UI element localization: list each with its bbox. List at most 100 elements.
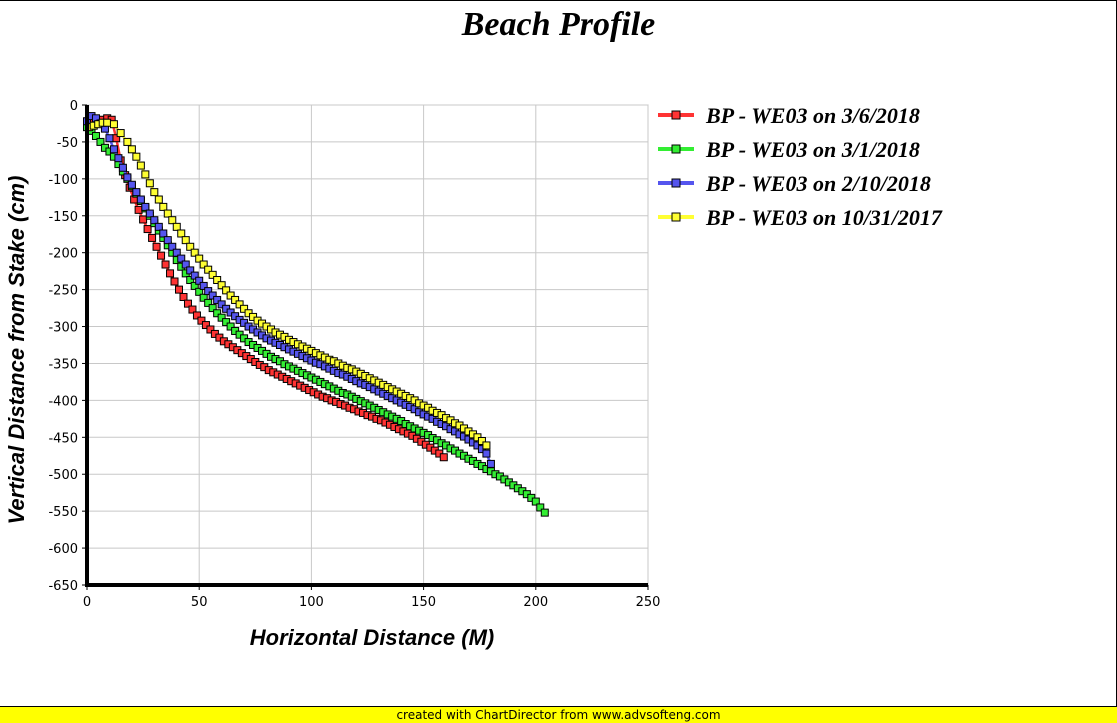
- y-axis-title: Vertical Distance from Stake (cm): [4, 176, 29, 525]
- data-point: [148, 233, 157, 242]
- data-point: [143, 225, 152, 234]
- legend-entry: BP - WE03 on 10/31/2017: [658, 205, 943, 230]
- data-point: [540, 508, 549, 517]
- data-point: [235, 300, 244, 309]
- data-point: [132, 188, 141, 197]
- y-tick-label: -550: [48, 505, 78, 520]
- y-tick-label: -250: [48, 284, 78, 299]
- data-point: [163, 236, 172, 245]
- data-point: [204, 265, 213, 274]
- data-point: [114, 154, 123, 163]
- data-point: [201, 321, 210, 330]
- data-point: [213, 276, 222, 285]
- x-tick-label: 250: [636, 595, 661, 610]
- data-point: [170, 277, 179, 286]
- data-point: [109, 145, 118, 154]
- y-tick-label: -350: [48, 357, 78, 372]
- series-3: [83, 112, 495, 468]
- data-point: [439, 453, 448, 462]
- data-point: [195, 254, 204, 263]
- data-point: [190, 281, 199, 290]
- legend-label: BP - WE03 on 3/6/2018: [705, 103, 920, 128]
- data-point: [183, 299, 192, 308]
- legend-swatch-marker: [671, 110, 681, 120]
- y-tick-label: -50: [57, 136, 78, 151]
- data-point: [154, 222, 163, 231]
- data-point: [141, 202, 150, 211]
- x-tick-label: 50: [191, 595, 208, 610]
- y-tick-label: -150: [48, 210, 78, 225]
- footer-credit[interactable]: created with ChartDirector from www.advs…: [0, 706, 1117, 723]
- data-point: [175, 285, 184, 294]
- data-point: [145, 209, 154, 218]
- y-tick-label: -100: [48, 173, 78, 188]
- x-axis-title: Horizontal Distance (M): [250, 625, 494, 650]
- data-point: [139, 215, 148, 224]
- data-point: [204, 298, 213, 307]
- data-point: [132, 152, 141, 161]
- data-point: [208, 291, 217, 300]
- data-point: [190, 271, 199, 280]
- legend: BP - WE03 on 3/6/2018 BP - WE03 on 3/1/20…: [658, 103, 943, 230]
- data-point: [168, 216, 177, 225]
- chart-plot: 0 50 100 150 200 250 0 -50 -100 -150 -200 -250 -300…: [4, 99, 943, 650]
- legend-entry: BP - WE03 on 2/10/2018: [658, 171, 931, 196]
- data-point: [213, 295, 222, 304]
- x-tick-label: 200: [523, 595, 548, 610]
- data-point: [197, 316, 206, 325]
- data-point: [116, 129, 125, 138]
- data-point: [536, 503, 545, 512]
- data-point: [199, 293, 208, 302]
- data-point: [226, 322, 235, 331]
- data-point: [486, 459, 495, 468]
- data-point: [159, 202, 168, 211]
- y-tick-labels: 0 -50 -100 -150 -200 -250 -300 -350 -400 -450 -500…: [48, 99, 78, 594]
- data-point: [177, 229, 186, 238]
- data-point: [172, 248, 181, 257]
- data-point: [186, 266, 195, 275]
- data-point: [206, 325, 215, 334]
- chart-title: Beach Profile: [461, 6, 656, 43]
- data-point: [154, 195, 163, 204]
- data-point: [118, 163, 127, 172]
- data-point: [482, 449, 491, 458]
- x-tick-label: 0: [83, 595, 91, 610]
- data-point: [195, 287, 204, 296]
- data-point: [186, 276, 195, 285]
- legend-label: BP - WE03 on 10/31/2017: [705, 205, 943, 230]
- x-tick-labels: 0 50 100 150 200 250: [83, 595, 661, 610]
- data-point: [157, 251, 166, 260]
- legend-label: BP - WE03 on 3/1/2018: [705, 137, 920, 162]
- data-point: [127, 145, 136, 154]
- data-point: [150, 216, 159, 225]
- data-point: [195, 276, 204, 285]
- data-point: [204, 287, 213, 296]
- data-point: [190, 248, 199, 257]
- legend-swatch-marker: [671, 212, 681, 222]
- data-point: [222, 286, 231, 295]
- data-point: [127, 180, 136, 189]
- y-tick-label: -400: [48, 394, 78, 409]
- data-point: [217, 300, 226, 309]
- axes: [82, 104, 649, 590]
- legend-entry: BP - WE03 on 3/1/2018: [658, 137, 920, 162]
- data-point: [217, 313, 226, 322]
- plot-area: [86, 104, 649, 586]
- data-point: [231, 295, 240, 304]
- data-point: [192, 311, 201, 320]
- series-4: [85, 118, 491, 450]
- data-point: [141, 170, 150, 179]
- y-tick-label: -300: [48, 321, 78, 336]
- data-point: [145, 179, 154, 188]
- data-point: [188, 305, 197, 314]
- legend-label: BP - WE03 on 2/10/2018: [705, 171, 931, 196]
- data-point: [199, 260, 208, 269]
- data-point: [181, 236, 190, 245]
- data-point: [166, 269, 175, 278]
- data-point: [177, 254, 186, 263]
- data-point: [96, 137, 105, 146]
- data-point: [123, 137, 132, 146]
- data-point: [109, 120, 118, 129]
- data-point: [208, 304, 217, 313]
- data-point: [105, 134, 114, 143]
